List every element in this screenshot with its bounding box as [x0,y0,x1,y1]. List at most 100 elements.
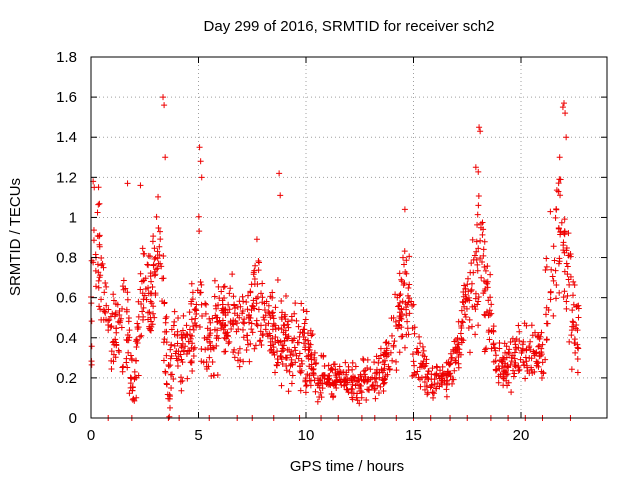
data-point [120,277,127,284]
data-point [406,281,413,288]
data-point [478,274,485,281]
data-point [233,320,240,327]
data-point [444,368,451,375]
data-point [236,345,243,352]
data-point [112,354,119,361]
data-point [496,365,503,372]
data-point [140,277,147,284]
data-point [393,358,400,365]
data-point [161,336,168,343]
data-point [214,314,221,321]
data-point [423,383,430,390]
data-point [159,275,166,282]
data-point [511,355,518,362]
data-point [108,365,115,372]
data-point [381,349,388,356]
axis-ticks [90,56,607,419]
y-tick-label: 0 [69,410,77,427]
data-point [244,337,251,344]
data-point [372,385,379,392]
data-point [475,202,482,209]
data-point [177,351,184,358]
data-point [288,337,295,344]
data-point [185,347,192,354]
data-point [278,297,285,304]
data-point [95,277,102,284]
data-point [252,262,259,269]
data-point [417,360,424,367]
data-point [220,326,227,333]
data-point [116,307,123,314]
data-point [252,342,259,349]
data-point [331,379,338,386]
data-point [302,316,309,323]
data-point [473,248,480,255]
data-point [227,285,234,292]
x-tick-label: 5 [194,427,202,444]
data-point [433,370,440,377]
y-axis-label: SRMTID / TECUs [7,178,24,296]
data-point [302,389,309,396]
data-point [162,154,169,161]
data-point [220,284,227,291]
data-point [372,395,379,402]
data-point [325,376,332,383]
data-point [475,322,482,329]
data-point [549,273,556,280]
data-point [150,303,157,310]
data-point [269,335,276,342]
data-point [293,352,300,359]
data-point [296,350,303,357]
y-tick-label: 1.4 [56,129,77,146]
data-point [504,363,511,370]
data-point [188,280,195,287]
data-point [574,327,581,334]
data-point [464,275,471,282]
data-point [161,299,168,306]
data-point [450,346,457,353]
data-point [275,325,282,332]
data-point [377,345,384,352]
data-point [151,245,158,252]
data-point [408,298,415,305]
data-point [358,394,365,401]
data-point [140,304,147,311]
data-point [291,310,298,317]
data-point [199,313,206,320]
data-point [105,306,112,313]
data-point [198,346,205,353]
data-point [232,305,239,312]
data-point [248,307,255,314]
data-point [134,326,141,333]
data-point [505,379,512,386]
data-point [326,381,333,388]
data-point [471,252,478,259]
data-point [287,352,294,359]
data-point [240,358,247,365]
data-point [168,385,175,392]
data-point [416,333,423,340]
data-point [418,374,425,381]
data-point [398,278,405,285]
data-point [571,339,578,346]
data-point [300,307,307,314]
data-point [455,341,462,348]
data-point [557,228,564,235]
data-point [190,353,197,360]
data-point [495,373,502,380]
data-point [490,323,497,330]
data-point [478,259,485,266]
data-point [491,344,498,351]
data-point [102,309,109,316]
data-point [510,373,517,380]
data-point [547,288,554,295]
data-point [171,331,178,338]
data-point [488,327,495,334]
data-point [133,344,140,351]
data-point [171,308,178,315]
data-point [447,373,454,380]
data-point [501,355,508,362]
data-point [145,316,152,323]
data-point [452,347,459,354]
data-point [367,376,374,383]
